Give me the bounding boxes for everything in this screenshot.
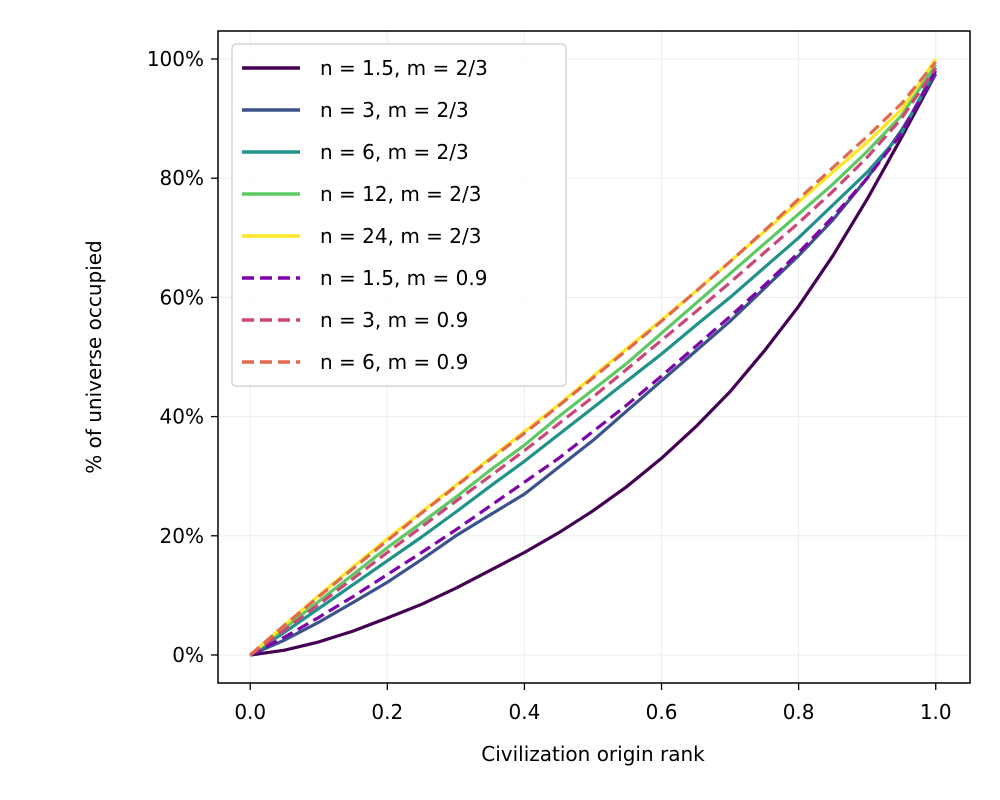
x-tick-label: 0.6 [646, 700, 678, 724]
x-axis-label: Civilization origin rank [481, 742, 705, 766]
y-tick-label: 80% [160, 166, 204, 190]
series-line-8 [249, 60, 937, 657]
legend-box [231, 43, 567, 387]
x-tick-label: 0.8 [783, 700, 815, 724]
legend: n = 1.5, m = 2/3 n = 3, m = 2/3 n = 6, m =… [231, 43, 567, 387]
series-line-7 [249, 67, 938, 657]
x-tick-label: 1.0 [920, 700, 952, 724]
x-axis-ticks: 0.0 0.2 0.4 0.6 0.8 1.0 [234, 683, 952, 724]
legend-label-1: n = 1.5, m = 2/3 [320, 56, 488, 80]
x-tick-label: 0.0 [234, 700, 266, 724]
x-tick-label: 0.2 [371, 700, 403, 724]
y-axis-label: % of universe occupied [82, 240, 106, 474]
y-tick-label: 0% [172, 643, 204, 667]
legend-label-7: n = 3, m = 0.9 [320, 308, 468, 332]
plot-frame [217, 30, 971, 684]
y-tick-label: 40% [160, 405, 204, 429]
series-line-4 [249, 64, 938, 657]
series-line-2 [249, 73, 938, 657]
legend-label-3: n = 6, m = 2/3 [320, 140, 469, 164]
series-lines [249, 58, 938, 657]
legend-label-2: n = 3, m = 2/3 [320, 98, 469, 122]
x-tick-label: 0.4 [509, 700, 541, 724]
series-line-6 [249, 70, 938, 657]
y-tick-label: 60% [160, 285, 204, 309]
series-line-1 [249, 73, 938, 657]
legend-label-4: n = 12, m = 2/3 [320, 182, 481, 206]
y-tick-label: 20% [160, 524, 204, 548]
legend-label-5: n = 24, m = 2/3 [320, 224, 481, 248]
legend-label-8: n = 6, m = 0.9 [320, 350, 468, 374]
series-line-3 [249, 67, 938, 657]
y-tick-label: 100% [147, 47, 204, 71]
y-axis-ticks: 0% 20% 40% 60% 80% 100% [147, 47, 218, 667]
legend-label-6: n = 1.5, m = 0.9 [320, 266, 487, 290]
